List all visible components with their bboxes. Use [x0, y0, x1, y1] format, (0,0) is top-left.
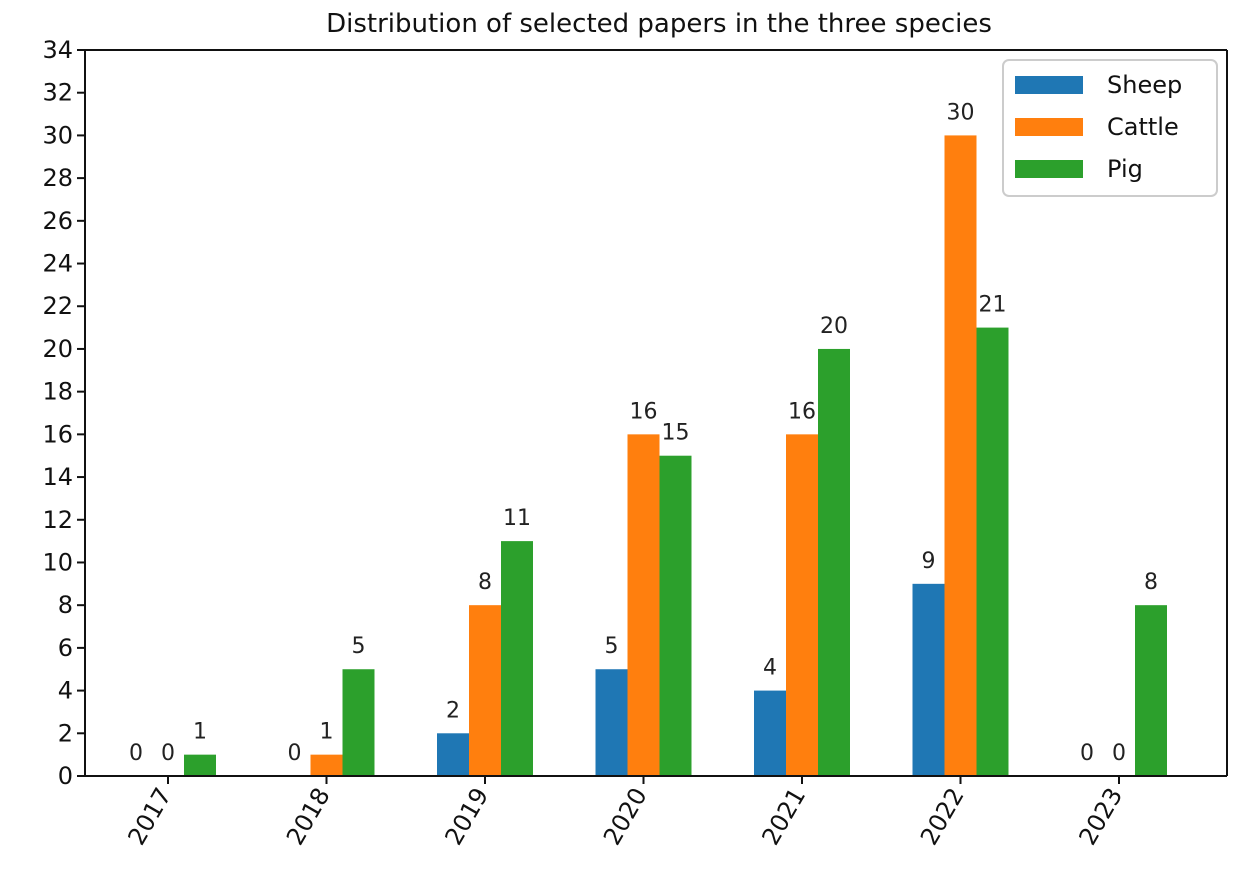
bar-sheep-2019	[437, 733, 469, 776]
y-tick-label-32: 32	[42, 79, 73, 107]
data-label-sheep-2021: 4	[763, 656, 777, 681]
x-tick-label-2017: 2017	[122, 783, 177, 850]
data-label-sheep-2018: 0	[288, 741, 302, 766]
bar-pig-2017	[184, 754, 216, 776]
bar-pig-2019	[501, 541, 533, 776]
data-label-pig-2019: 11	[503, 506, 531, 531]
data-label-pig-2022: 21	[979, 293, 1007, 318]
data-label-cattle-2023: 0	[1112, 741, 1126, 766]
legend-label-sheep: Sheep	[1107, 71, 1182, 99]
x-tick-label-2022: 2022	[915, 783, 970, 850]
y-tick-label-18: 18	[42, 378, 73, 406]
x-tick-label-2023: 2023	[1073, 783, 1128, 850]
y-tick-label-28: 28	[42, 164, 73, 192]
y-tick-label-8: 8	[58, 591, 73, 619]
data-label-sheep-2017: 0	[129, 741, 143, 766]
y-tick-label-2: 2	[58, 719, 73, 747]
bar-pig-2022	[976, 327, 1009, 776]
y-tick-label-30: 30	[42, 121, 73, 149]
data-label-cattle-2018: 1	[320, 720, 334, 745]
data-label-sheep-2023: 0	[1080, 741, 1094, 766]
legend-swatch-cattle	[1015, 118, 1083, 136]
legend-swatch-sheep	[1015, 76, 1083, 94]
data-label-sheep-2022: 9	[922, 549, 936, 574]
legend: Sheep Cattle Pig	[1002, 59, 1218, 197]
x-tick-label-2019: 2019	[439, 783, 494, 850]
legend-label-cattle: Cattle	[1107, 113, 1179, 141]
bar-cattle-2019	[469, 605, 501, 776]
y-tick-label-10: 10	[42, 548, 73, 576]
bar-cattle-2018	[310, 754, 343, 776]
bar-pig-2021	[818, 348, 850, 776]
data-label-pig-2021: 20	[820, 314, 848, 339]
chart-title: Distribution of selected papers in the t…	[326, 9, 992, 39]
bar-pig-2020	[659, 455, 692, 776]
bar-sheep-2021	[754, 690, 786, 776]
data-label-cattle-2020: 16	[630, 399, 658, 424]
data-label-cattle-2021: 16	[788, 399, 816, 424]
y-tick-label-20: 20	[42, 335, 73, 363]
data-label-sheep-2019: 2	[446, 698, 460, 723]
data-label-pig-2020: 15	[662, 421, 690, 446]
x-tick-label-2021: 2021	[756, 783, 811, 850]
bar-pig-2018	[342, 669, 375, 776]
data-label-pig-2023: 8	[1144, 570, 1158, 595]
bar-cattle-2022	[944, 135, 977, 777]
x-tick-label-2020: 2020	[598, 783, 653, 850]
data-label-sheep-2020: 5	[605, 634, 619, 659]
legend-swatch-pig	[1015, 160, 1083, 178]
y-tick-label-14: 14	[42, 463, 73, 491]
bar-cattle-2021	[786, 434, 818, 776]
bar-sheep-2022	[912, 583, 945, 776]
y-tick-label-16: 16	[42, 420, 73, 448]
y-tick-label-34: 34	[42, 36, 73, 64]
data-label-pig-2018: 5	[352, 634, 366, 659]
y-tick-label-24: 24	[42, 250, 73, 278]
y-tick-label-22: 22	[42, 292, 73, 320]
bar-sheep-2020	[595, 669, 628, 776]
x-axis: 2017 2018 2019 2020 2021 2022 2023	[122, 776, 1128, 850]
bar-pig-2023	[1135, 605, 1167, 776]
y-tick-label-6: 6	[58, 634, 73, 662]
legend-label-pig: Pig	[1107, 155, 1143, 183]
y-tick-label-12: 12	[42, 506, 73, 534]
y-tick-label-0: 0	[58, 762, 73, 790]
y-tick-label-4: 4	[58, 677, 73, 705]
data-label-cattle-2017: 0	[161, 741, 175, 766]
x-tick-label-2018: 2018	[281, 783, 336, 850]
data-label-pig-2017: 1	[193, 720, 207, 745]
data-label-cattle-2019: 8	[478, 570, 492, 595]
plot-frame	[84, 49, 1228, 777]
y-tick-label-26: 26	[42, 207, 73, 235]
bar-cattle-2020	[627, 434, 660, 776]
data-label-cattle-2022: 30	[947, 100, 975, 125]
bars-layer	[184, 135, 1167, 777]
